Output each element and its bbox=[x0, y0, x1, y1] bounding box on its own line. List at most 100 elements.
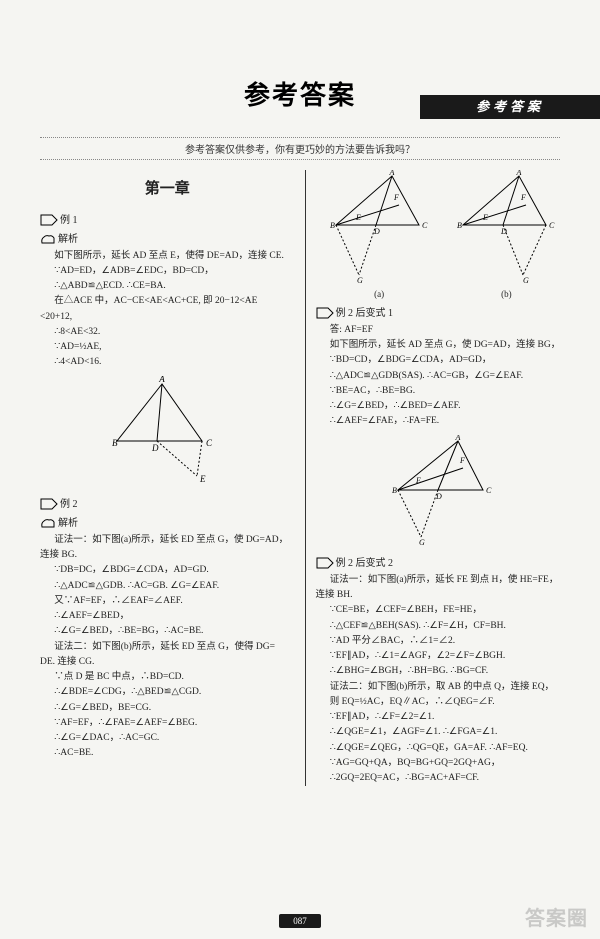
subtitle: 参考答案仅供参考，你有更巧妙的方法要告诉我吗？ bbox=[40, 137, 560, 160]
example-2-tag: 例 2 bbox=[40, 497, 295, 512]
svg-text:F: F bbox=[393, 193, 399, 202]
svg-text:E: E bbox=[482, 213, 488, 222]
v2-line: ∵AD 平分∠BAC，∴∠1=∠2. bbox=[316, 634, 571, 648]
chapter-title: 第一章 bbox=[40, 178, 295, 201]
svg-text:D: D bbox=[151, 443, 159, 453]
svg-text:B: B bbox=[392, 486, 397, 495]
column-right: A B C D F E G (a) A B bbox=[308, 170, 571, 786]
ex2-line: 证法一：如下图(a)所示，延长 ED 至点 G，使 DG=AD， bbox=[40, 533, 295, 547]
v1-line: ∵BD=CD，∠BDG=∠CDA，AD=GD， bbox=[316, 353, 571, 367]
column-divider bbox=[305, 170, 306, 786]
fig-b-label: (b) bbox=[451, 288, 561, 302]
variant-2-tag: 例 2 后变式 2 bbox=[316, 556, 571, 571]
svg-text:E: E bbox=[355, 213, 361, 222]
ex2-line: 证法二：如下图(b)所示，延长 ED 至点 G，使得 DG= bbox=[40, 640, 295, 654]
figure-pair: A B C D F E G (a) A B bbox=[316, 170, 571, 302]
ex2-line: ∴AC=BE. bbox=[40, 746, 295, 760]
v1-line: 如下图所示，延长 AD 至点 G，使 DG=AD，连接 BG， bbox=[316, 338, 571, 352]
ex2-line: 连接 BG. bbox=[40, 548, 295, 562]
svg-text:A: A bbox=[389, 170, 395, 177]
analysis-2-label: 解析 bbox=[58, 516, 78, 531]
svg-text:E: E bbox=[415, 476, 421, 485]
analysis-1-label: 解析 bbox=[58, 232, 78, 247]
ex2-line: ∴∠G=∠BED，BE=CG. bbox=[40, 701, 295, 715]
column-left: 第一章 例 1 解析 如下图所示，延长 AD 至点 E，使得 DE=AD，连接 … bbox=[40, 170, 303, 786]
figure-a: A B C D F E G (a) bbox=[324, 170, 434, 302]
hand-icon bbox=[40, 233, 56, 245]
v2-line: 连接 BH. bbox=[316, 588, 571, 602]
v2-line: ∵EF∥AD，∴∠1=∠AGF，∠2=∠F=∠BGH. bbox=[316, 649, 571, 663]
variant-1-tag: 例 2 后变式 1 bbox=[316, 306, 571, 321]
svg-text:C: C bbox=[422, 221, 428, 230]
arrow-icon bbox=[40, 498, 58, 510]
v2-line: ∵AG=GQ+QA，BQ=BG+GQ=2GQ+AG， bbox=[316, 756, 571, 770]
ex2-line: DE. 连接 CG. bbox=[40, 655, 295, 669]
ex2-line: ∴△ADC≌△GDB. ∴AC=GB. ∠G=∠EAF. bbox=[40, 579, 295, 593]
arrow-icon bbox=[316, 557, 334, 569]
ex2-line: ∵DB=DC，∠BDG=∠CDA，AD=GD. bbox=[40, 563, 295, 577]
v1-line: ∴∠AEF=∠FAE，∴FA=FE. bbox=[316, 414, 571, 428]
page-number: 087 bbox=[279, 914, 321, 928]
svg-text:A: A bbox=[454, 435, 460, 442]
v1-line: ∵BE=AC，∴BE=BG. bbox=[316, 384, 571, 398]
figure-triangle-1: A B C D E bbox=[40, 376, 295, 491]
ex1-line: ∴8<AE<32. bbox=[40, 325, 295, 339]
analysis-1-tag: 解析 bbox=[40, 232, 295, 247]
figure-b: A B C D F E G (b) bbox=[451, 170, 561, 302]
ex1-line: 如下图所示，延长 AD 至点 E，使得 DE=AD，连接 CE. bbox=[40, 249, 295, 263]
svg-text:E: E bbox=[199, 474, 206, 484]
ex1-line: ∵AD=½AE, bbox=[40, 340, 295, 354]
example-1-tag: 例 1 bbox=[40, 213, 295, 228]
svg-text:B: B bbox=[112, 438, 118, 448]
ex2-line: ∴∠BDE=∠CDG，∴△BED≌△CGD. bbox=[40, 685, 295, 699]
svg-text:C: C bbox=[549, 221, 555, 230]
ex2-line: ∴∠G=∠BED，∴BE=BG，∴AC=BE. bbox=[40, 624, 295, 638]
ex2-line: ∴∠G=∠DAC，∴AC=GC. bbox=[40, 731, 295, 745]
v2-line: ∵EF∥AD，∴∠F=∠2=∠1. bbox=[316, 710, 571, 724]
footer: 087 bbox=[0, 911, 600, 929]
arrow-icon bbox=[40, 214, 58, 226]
svg-text:B: B bbox=[457, 221, 462, 230]
ex2-line: ∵点 D 是 BC 中点，∴BD=CD. bbox=[40, 670, 295, 684]
analysis-2-tag: 解析 bbox=[40, 516, 295, 531]
figure-variant-1: A B C D F E G bbox=[316, 435, 571, 550]
svg-text:D: D bbox=[500, 227, 507, 236]
v2-line: ∴∠BHG=∠BGH，∴BH=BG. ∴BG=CF. bbox=[316, 664, 571, 678]
v1-line: 答: AF=EF bbox=[316, 323, 571, 337]
example-1-label: 例 1 bbox=[60, 213, 78, 228]
content-columns: 第一章 例 1 解析 如下图所示，延长 AD 至点 E，使得 DE=AD，连接 … bbox=[40, 170, 570, 786]
v2-line: ∴∠QGE=∠QEG，∴QG=QE，GA=AF. ∴AF=EQ. bbox=[316, 741, 571, 755]
example-2-label: 例 2 bbox=[60, 497, 78, 512]
ex2-line: ∵AF=EF，∴∠FAE=∠AEF=∠BEG. bbox=[40, 716, 295, 730]
header-banner: 参考答案 bbox=[420, 95, 600, 119]
ex1-line: ∴4<AD<16. bbox=[40, 355, 295, 369]
v2-line: ∴△CEF≌△BEH(SAS). ∴∠F=∠H，CF=BH. bbox=[316, 619, 571, 633]
v2-line: 证法一：如下图(a)所示，延长 FE 到点 H，使 HE=FE， bbox=[316, 573, 571, 587]
watermark: 答案圈 bbox=[525, 902, 588, 931]
ex1-line: ∴△ABD≌△ECD. ∴CE=BA. bbox=[40, 279, 295, 293]
arrow-icon bbox=[316, 307, 334, 319]
svg-text:G: G bbox=[357, 276, 363, 285]
ex1-line: ∵AD=ED，∠ADB=∠EDC，BD=CD， bbox=[40, 264, 295, 278]
svg-text:G: G bbox=[419, 538, 425, 545]
svg-text:C: C bbox=[486, 486, 492, 495]
svg-text:C: C bbox=[206, 438, 213, 448]
svg-text:D: D bbox=[435, 492, 442, 501]
svg-text:A: A bbox=[159, 376, 166, 384]
v2-line: 证法二：如下图(b)所示，取 AB 的中点 Q，连接 EQ， bbox=[316, 680, 571, 694]
svg-text:A: A bbox=[516, 170, 522, 177]
svg-text:B: B bbox=[330, 221, 335, 230]
svg-text:G: G bbox=[523, 276, 529, 285]
v1-line: ∴△ADC≌△GDB(SAS). ∴AC=GB，∠G=∠EAF. bbox=[316, 369, 571, 383]
svg-text:D: D bbox=[373, 227, 380, 236]
v1-line: ∴∠G=∠BED，∴∠BED=∠AEF. bbox=[316, 399, 571, 413]
variant-1-label: 例 2 后变式 1 bbox=[336, 306, 394, 321]
v2-line: 则 EQ=½AC，EQ∥AC，∴∠QEG=∠F. bbox=[316, 695, 571, 709]
ex1-line: <20+12, bbox=[40, 310, 295, 324]
ex1-line: 在△ACE 中，AC−CE<AE<AC+CE, 即 20−12<AE bbox=[40, 294, 295, 308]
variant-2-label: 例 2 后变式 2 bbox=[336, 556, 394, 571]
ex2-line: 又∵AF=EF，∴∠EAF=∠AEF. bbox=[40, 594, 295, 608]
v2-line: ∴2GQ=2EQ=AC，∴BG=AC+AF=CF. bbox=[316, 771, 571, 785]
v2-line: ∴∠QGE=∠1，∠AGF=∠1. ∴∠FGA=∠1. bbox=[316, 725, 571, 739]
svg-text:F: F bbox=[520, 193, 526, 202]
